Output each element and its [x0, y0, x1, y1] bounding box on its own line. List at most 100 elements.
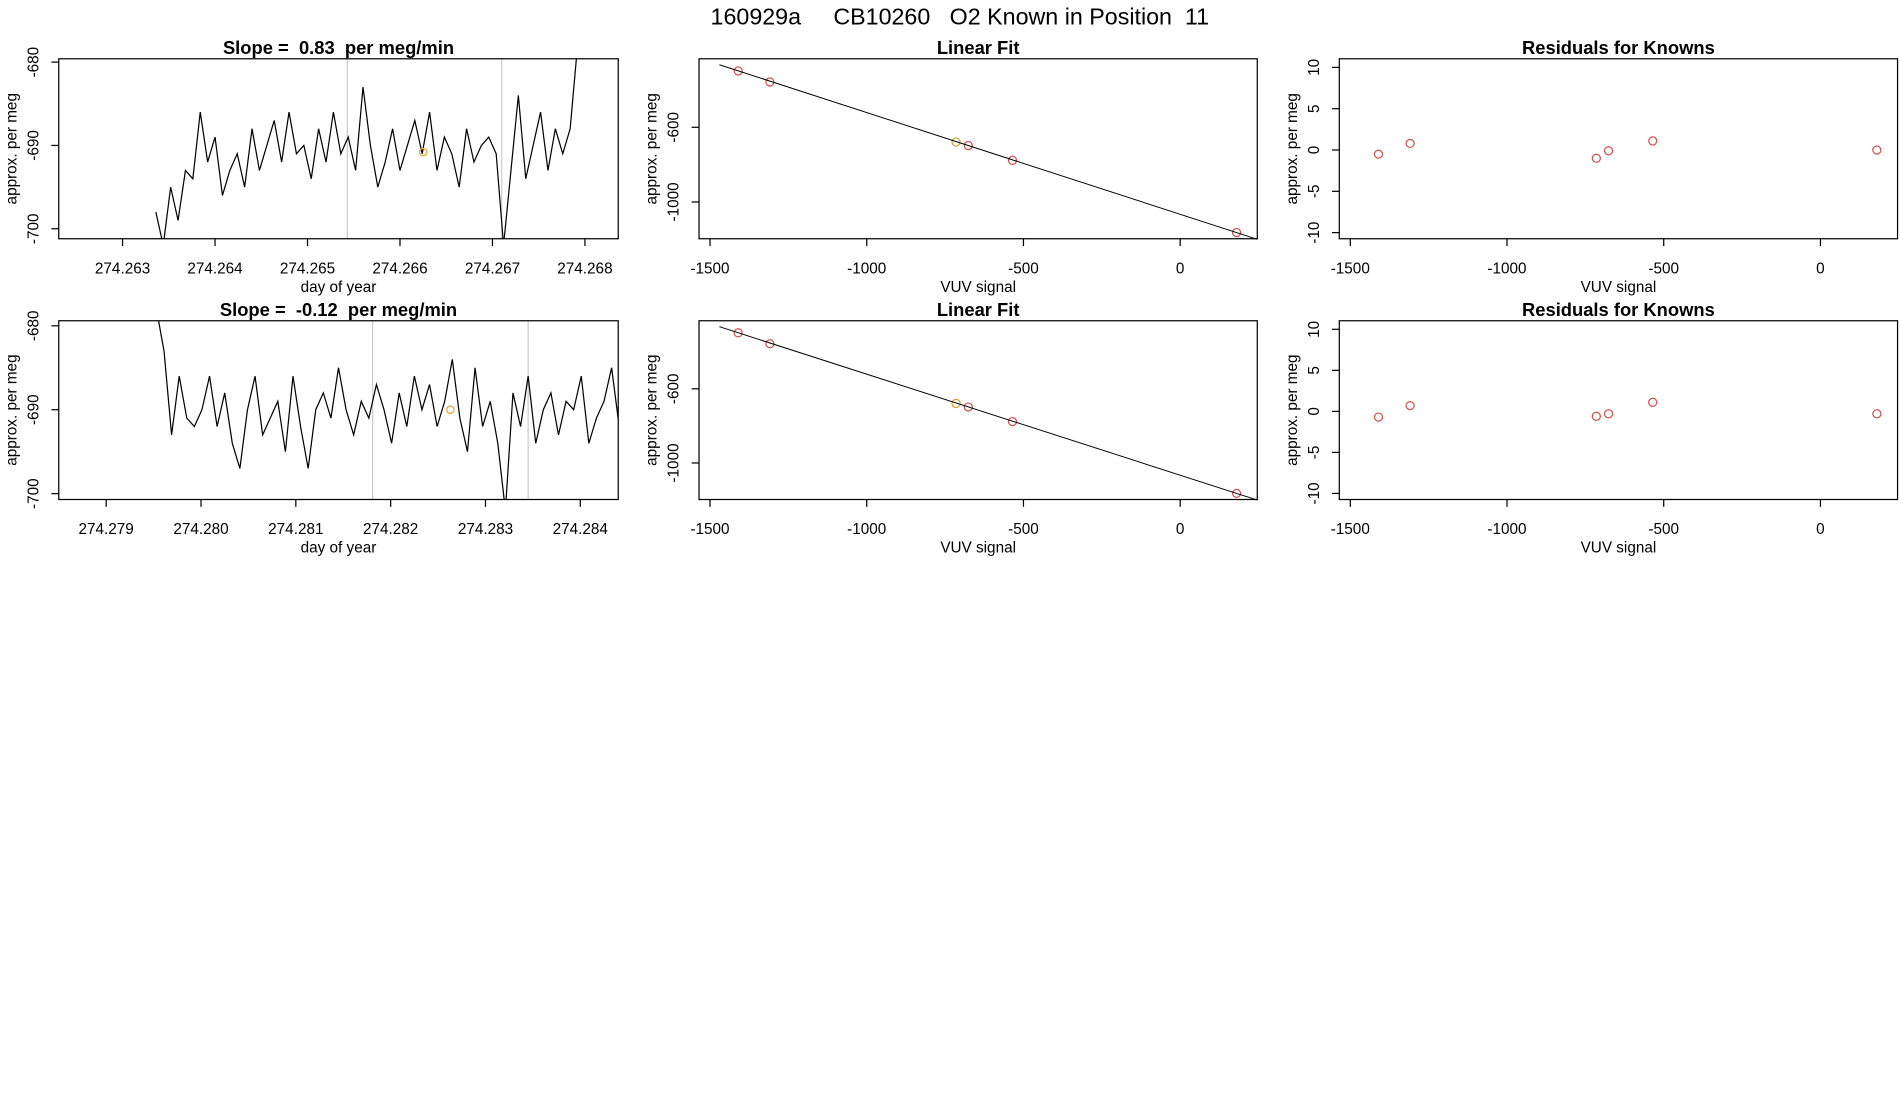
point: [1648, 397, 1658, 407]
y-tick-label: -600: [666, 373, 683, 404]
point: [1231, 488, 1242, 499]
y-axis-label: approx. per meg: [1284, 354, 1301, 465]
y-tick-label: -1000: [666, 182, 683, 221]
panel-title: Slope = -0.12 per meg/min: [220, 299, 457, 320]
y-axis-label: approx. per meg: [644, 93, 661, 204]
plot-area: [157, 320, 619, 500]
x-tick-label: -1500: [1331, 260, 1370, 277]
x-tick-label: 274.280: [173, 521, 228, 538]
y-axis-label: approx. per meg: [644, 354, 661, 465]
y-axis-label: approx. per meg: [3, 354, 20, 465]
x-tick-label: 274.267: [465, 260, 520, 277]
point: [1603, 409, 1614, 419]
plot-area: [1373, 397, 1882, 422]
point: [1007, 155, 1018, 165]
data-line: [157, 320, 619, 500]
x-tick-label: 274.279: [79, 521, 134, 538]
panel: Residuals for Knowns VUV signal approx. pe…: [1284, 299, 1899, 557]
panel: Linear Fit VUV signal approx. per meg -1500…: [644, 299, 1258, 557]
x-tick-label: 274.284: [553, 521, 609, 538]
panel: Slope = -0.12 per meg/min day of year appr…: [3, 299, 619, 557]
data-line: [155, 58, 577, 239]
y-tick-label: -680: [25, 47, 42, 78]
y-tick-label: 0: [1306, 407, 1323, 416]
point: [733, 66, 743, 76]
y-tick-label: -680: [25, 310, 42, 341]
highlight-point: [446, 405, 455, 414]
x-tick-label: -500: [1648, 260, 1679, 277]
plot-area: [155, 58, 577, 239]
x-tick-label: 274.264: [187, 260, 243, 277]
y-tick-label: -5: [1306, 446, 1323, 460]
y-tick-label: -700: [25, 478, 42, 509]
y-tick-label: 5: [1306, 366, 1323, 375]
point: [1231, 227, 1242, 238]
point: [1872, 145, 1882, 155]
panel-title: Linear Fit: [937, 299, 1020, 320]
plot-frame: [1338, 320, 1899, 501]
x-tick-label: 0: [1176, 521, 1185, 538]
point: [1373, 149, 1384, 159]
x-tick-label: -1000: [847, 521, 886, 538]
y-tick-label: -600: [666, 112, 683, 143]
y-tick-label: 10: [1306, 321, 1323, 338]
point: [1405, 400, 1415, 411]
point: [1007, 416, 1018, 427]
point: [733, 328, 743, 338]
x-tick-label: -1500: [690, 521, 729, 538]
panel-title: Linear Fit: [937, 37, 1020, 58]
y-tick-label: -5: [1306, 185, 1323, 199]
plot-area: [733, 66, 1242, 238]
panel: Linear Fit VUV signal approx. per meg -1500…: [644, 37, 1258, 296]
point: [1648, 136, 1658, 146]
x-axis-label: VUV signal: [1581, 279, 1657, 296]
x-tick-label: -500: [1008, 521, 1039, 538]
panel-title: Residuals for Knowns: [1522, 299, 1715, 320]
x-tick-label: 274.283: [458, 521, 513, 538]
x-tick-label: 0: [1816, 521, 1825, 538]
x-axis-label: VUV signal: [940, 540, 1016, 557]
x-tick-label: 274.265: [280, 260, 335, 277]
x-tick-label: 274.282: [363, 521, 418, 538]
figure-title: 160929a CB10260 O2 Known in Position 11: [711, 4, 1210, 30]
point: [951, 137, 961, 147]
x-tick-label: 274.263: [95, 260, 150, 277]
x-tick-label: -1000: [847, 260, 886, 277]
y-tick-label: 5: [1306, 104, 1323, 113]
x-tick-label: 274.281: [268, 521, 323, 538]
y-tick-label: -700: [25, 213, 42, 244]
highlight-point: [418, 147, 428, 157]
x-tick-label: -500: [1008, 260, 1039, 277]
plot-frame: [1338, 58, 1899, 240]
x-axis-label: day of year: [301, 540, 377, 557]
y-axis-label: approx. per meg: [3, 93, 20, 204]
point: [1373, 412, 1384, 422]
x-tick-label: -1500: [690, 260, 729, 277]
y-tick-label: 0: [1306, 146, 1323, 155]
y-tick-label: -690: [25, 394, 42, 425]
y-tick-label: -690: [25, 130, 42, 161]
fit-line: [719, 326, 1258, 501]
point: [951, 398, 961, 409]
y-axis-label: approx. per meg: [1284, 93, 1301, 204]
x-tick-label: -500: [1648, 521, 1679, 538]
x-tick-label: -1000: [1487, 521, 1526, 538]
x-tick-label: 0: [1816, 260, 1825, 277]
y-tick-label: 10: [1306, 59, 1323, 76]
x-tick-label: -1000: [1487, 260, 1526, 277]
panel-title: Slope = 0.83 per meg/min: [223, 37, 454, 58]
point: [1603, 146, 1614, 156]
y-tick-label: -1000: [666, 443, 683, 482]
point: [1872, 409, 1882, 419]
x-tick-label: 274.268: [557, 260, 612, 277]
point: [963, 402, 973, 412]
fit-line: [719, 64, 1258, 240]
x-tick-label: 0: [1176, 260, 1185, 277]
point: [963, 140, 973, 151]
x-axis-label: VUV signal: [940, 279, 1016, 296]
panel-title: Residuals for Knowns: [1522, 37, 1715, 58]
plot-frame: [58, 58, 619, 240]
point: [1591, 153, 1601, 163]
